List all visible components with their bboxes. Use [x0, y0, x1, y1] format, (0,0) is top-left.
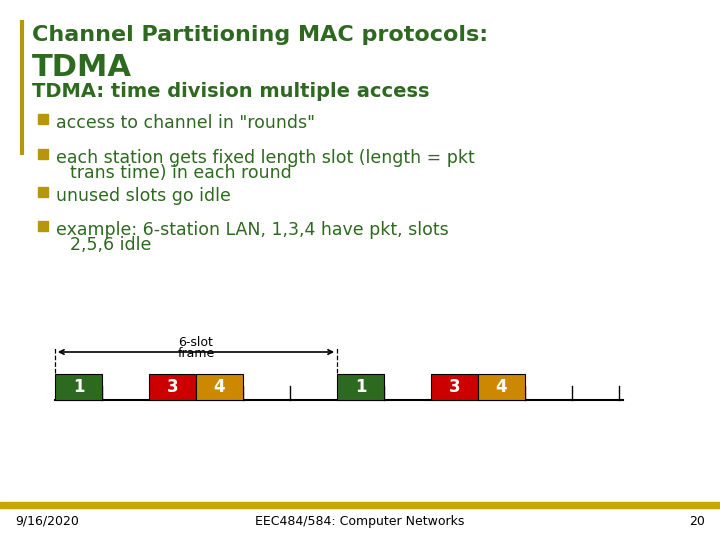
Text: unused slots go idle: unused slots go idle — [56, 187, 231, 205]
Text: 1: 1 — [355, 378, 366, 396]
Text: Channel Partitioning MAC protocols:: Channel Partitioning MAC protocols: — [32, 25, 488, 45]
Bar — [38, 187, 48, 197]
Bar — [478, 374, 525, 400]
Text: 9/16/2020: 9/16/2020 — [15, 515, 79, 528]
Text: 4: 4 — [495, 378, 508, 396]
Text: 3: 3 — [449, 378, 460, 396]
Text: TDMA: TDMA — [32, 53, 132, 82]
Bar — [55, 374, 102, 400]
Text: 4: 4 — [214, 378, 225, 396]
Text: 20: 20 — [689, 515, 705, 528]
Text: 1: 1 — [73, 378, 84, 396]
Text: 2,5,6 idle: 2,5,6 idle — [70, 237, 151, 254]
Bar — [149, 374, 196, 400]
Bar — [337, 374, 384, 400]
Text: TDMA: time division multiple access: TDMA: time division multiple access — [32, 82, 430, 101]
Bar — [38, 149, 48, 159]
Bar — [431, 374, 478, 400]
Bar — [38, 114, 48, 124]
Text: frame: frame — [177, 347, 215, 360]
Text: access to channel in "rounds": access to channel in "rounds" — [56, 114, 315, 132]
Text: each station gets fixed length slot (length = pkt: each station gets fixed length slot (len… — [56, 149, 474, 167]
Text: example: 6-station LAN, 1,3,4 have pkt, slots: example: 6-station LAN, 1,3,4 have pkt, … — [56, 221, 449, 239]
Bar — [38, 221, 48, 231]
Text: EEC484/584: Computer Networks: EEC484/584: Computer Networks — [256, 515, 464, 528]
Text: 3: 3 — [167, 378, 179, 396]
Text: 6-slot: 6-slot — [179, 336, 213, 349]
Text: trans time) in each round: trans time) in each round — [70, 165, 292, 183]
Bar — [196, 374, 243, 400]
